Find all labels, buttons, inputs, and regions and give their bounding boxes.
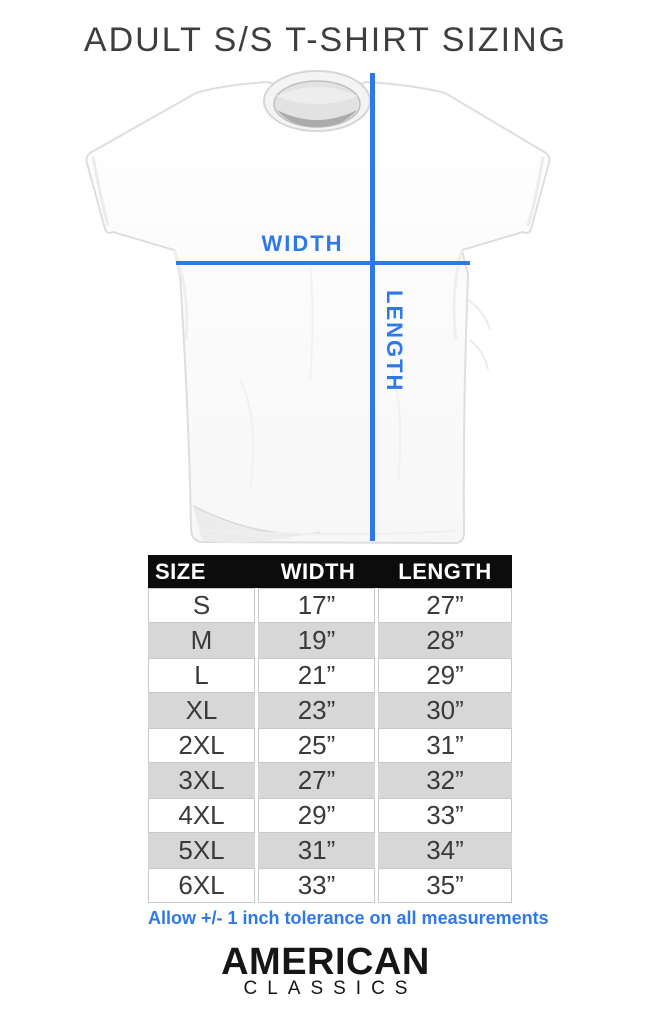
size-table-body: S 17” 27” M 19” 28” L 21” 29” XL 23” 30” 2XL 25” 31” 3X… bbox=[148, 588, 512, 903]
wrinkle bbox=[469, 339, 489, 371]
size-cell: XL bbox=[148, 693, 255, 728]
hem-line bbox=[199, 529, 457, 536]
length-cell: 33” bbox=[378, 798, 512, 833]
right-sleeve-hem bbox=[526, 156, 545, 227]
page-title: ADULT S/S T-SHIRT SIZING bbox=[83, 21, 568, 59]
table-row: 6XL 33” 35” bbox=[148, 868, 512, 903]
width-cell: 29” bbox=[258, 798, 375, 833]
size-cell: 5XL bbox=[148, 833, 255, 868]
wrinkle bbox=[172, 249, 189, 341]
table-row: 4XL 29” 33” bbox=[148, 798, 512, 833]
size-table-header: SIZE WIDTH LENGTH bbox=[148, 555, 512, 588]
wrinkle bbox=[452, 249, 464, 341]
length-cell: 32” bbox=[378, 763, 512, 798]
length-cell: 29” bbox=[378, 658, 512, 693]
size-table: SIZE WIDTH LENGTH S 17” 27” M 19” 28” L 21” 29” X… bbox=[148, 555, 512, 903]
width-cell: 19” bbox=[258, 623, 375, 658]
size-cell: M bbox=[148, 623, 255, 658]
width-cell: 17” bbox=[258, 588, 375, 623]
column-header-size: SIZE bbox=[155, 558, 206, 584]
tolerance-note: Allow +/- 1 inch tolerance on all measur… bbox=[148, 908, 549, 928]
table-row: S 17” 27” bbox=[148, 588, 512, 623]
width-cell: 33” bbox=[258, 868, 375, 903]
width-measure-line bbox=[176, 261, 470, 265]
length-cell: 35” bbox=[378, 868, 512, 903]
length-cell: 30” bbox=[378, 693, 512, 728]
size-cell: 3XL bbox=[148, 763, 255, 798]
size-cell: 4XL bbox=[148, 798, 255, 833]
column-header-length: LENGTH bbox=[398, 558, 492, 584]
wrinkle bbox=[389, 359, 402, 481]
length-label: LENGTH bbox=[382, 290, 407, 393]
width-cell: 25” bbox=[258, 728, 375, 763]
wrinkle bbox=[309, 259, 314, 381]
table-row: M 19” 28” bbox=[148, 623, 512, 658]
length-cell: 31” bbox=[378, 728, 512, 763]
wrinkle bbox=[239, 379, 255, 491]
brand-logo-name: AMERICAN bbox=[221, 941, 430, 983]
width-cell: 31” bbox=[258, 833, 375, 868]
collar-shadow bbox=[277, 110, 357, 127]
left-sleeve-hem bbox=[91, 156, 110, 227]
width-cell: 21” bbox=[258, 658, 375, 693]
size-cell: L bbox=[148, 658, 255, 693]
brand-logo-subname: CLASSICS bbox=[243, 978, 418, 999]
size-cell: S bbox=[148, 588, 255, 623]
tshirt-image bbox=[85, 70, 551, 545]
width-cell: 23” bbox=[258, 693, 375, 728]
length-cell: 28” bbox=[378, 623, 512, 658]
size-cell: 2XL bbox=[148, 728, 255, 763]
length-cell: 27” bbox=[378, 588, 512, 623]
table-row: 2XL 25” 31” bbox=[148, 728, 512, 763]
wrinkle bbox=[467, 299, 491, 331]
length-measure-line bbox=[370, 73, 375, 541]
table-row: XL 23” 30” bbox=[148, 693, 512, 728]
size-cell: 6XL bbox=[148, 868, 255, 903]
tshirt-body bbox=[85, 81, 551, 545]
width-cell: 27” bbox=[258, 763, 375, 798]
width-label: WIDTH bbox=[261, 231, 344, 256]
column-header-width: WIDTH bbox=[280, 558, 356, 584]
collar-back-band bbox=[276, 87, 358, 104]
table-row: 5XL 31” 34” bbox=[148, 833, 512, 868]
table-row: L 21” 29” bbox=[148, 658, 512, 693]
table-row: 3XL 27” 32” bbox=[148, 763, 512, 798]
length-cell: 34” bbox=[378, 833, 512, 868]
